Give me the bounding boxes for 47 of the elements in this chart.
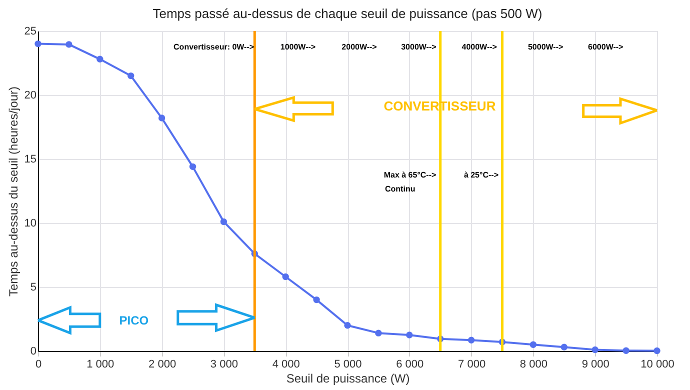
point [220, 218, 228, 226]
annotation: 1000W--> [280, 42, 316, 52]
point [127, 72, 134, 80]
y-tick-label: 15 [24, 154, 36, 166]
annotation: Continu [385, 184, 416, 194]
point [468, 336, 475, 344]
chart-title: Temps passé au-dessus de chaque seuil de puissance (pas 500 W) [152, 6, 542, 21]
y-tick-label: 20 [24, 90, 36, 102]
x-tick-label: 3 000 [210, 358, 238, 370]
x-tick-label: 1 000 [86, 358, 114, 370]
point [406, 332, 413, 338]
point [66, 41, 72, 48]
annotation: 2000W--> [342, 42, 378, 52]
y-tick-label: 25 [24, 26, 36, 38]
x-tick-label: 2 000 [148, 358, 176, 370]
point [96, 56, 104, 63]
annotation: 6000W--> [588, 42, 624, 52]
annotation: 5000W--> [528, 42, 564, 52]
annotation: PICO [119, 313, 149, 328]
point [282, 273, 289, 280]
x-tick-label: 10 000 [640, 358, 674, 370]
annotation: 3000W--> [401, 42, 437, 52]
point [313, 296, 320, 304]
point [375, 330, 382, 336]
point [34, 40, 42, 48]
point [654, 347, 660, 354]
point [592, 346, 598, 354]
x-tick-label: 5 000 [334, 358, 362, 370]
point [622, 347, 630, 354]
point [344, 322, 351, 329]
x-tick-label: 4 000 [272, 358, 300, 370]
x-axis-title: Seuil de puissance (W) [286, 372, 410, 386]
point [560, 344, 568, 351]
y-tick-label: 5 [30, 282, 36, 294]
point [530, 341, 537, 348]
point [189, 163, 196, 170]
annotation: Max à 65°C--> [384, 170, 437, 180]
y-tick-label: 10 [24, 218, 36, 230]
x-tick-label: 6 000 [396, 358, 424, 370]
annotation: 4000W--> [462, 42, 498, 52]
point [158, 114, 166, 122]
annotation: à 25°C--> [464, 170, 499, 180]
x-tick-label: 8 000 [520, 358, 548, 370]
x-tick-label: 7 000 [458, 358, 486, 370]
y-tick-label: 0 [30, 346, 36, 358]
x-tick-label: 9 000 [582, 358, 610, 370]
y-axis-title: Temps au-dessus du seuil (heures/jour) [6, 86, 20, 297]
